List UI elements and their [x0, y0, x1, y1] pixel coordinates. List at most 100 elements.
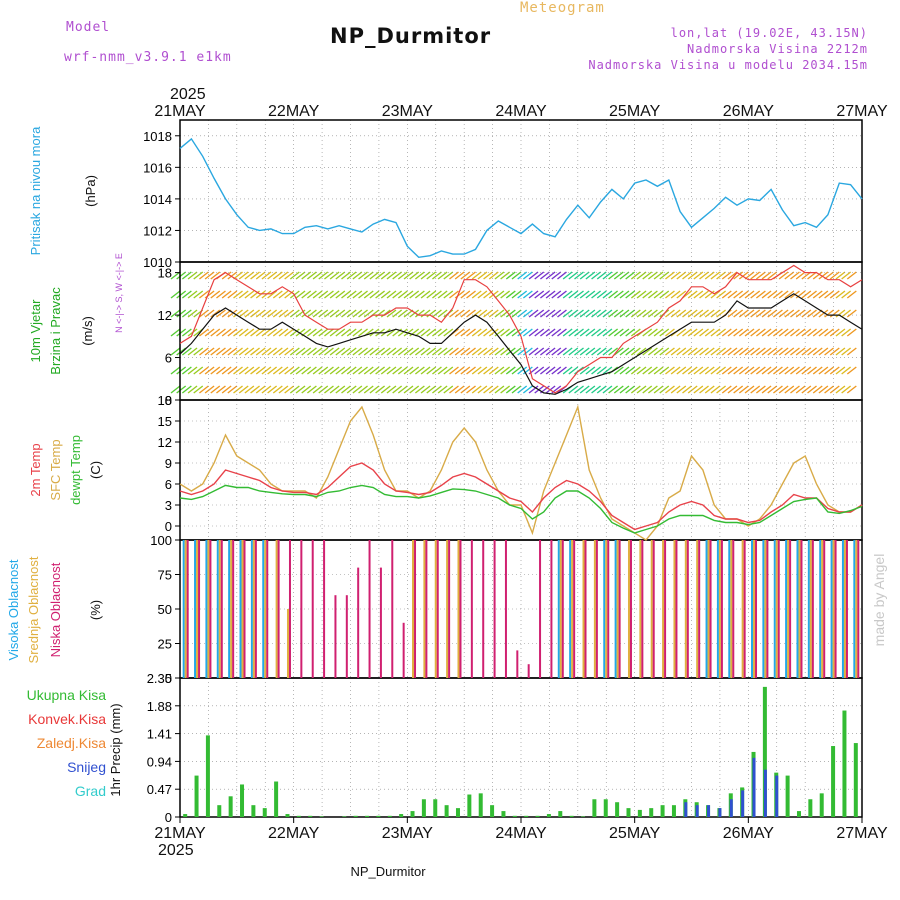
wind-barb	[841, 366, 852, 375]
wind-barb	[375, 309, 386, 318]
precip-legend-item: Snijeg	[67, 759, 106, 775]
cloud-bar	[696, 540, 699, 678]
wind-barb	[670, 385, 681, 394]
wind-barb	[750, 347, 761, 356]
wind-barb	[829, 271, 840, 280]
wind-barb	[755, 309, 766, 318]
wind-barb	[568, 328, 579, 337]
wind-barb	[545, 271, 556, 280]
wind-barb	[500, 290, 511, 299]
wind-barb	[443, 347, 454, 356]
wind-barb	[363, 290, 374, 299]
precip-bar	[762, 686, 767, 817]
station-title: NP_Durmitor	[330, 24, 492, 48]
wind-barb	[687, 271, 698, 280]
lonlat: lon,lat (19.02E, 43.15N)	[670, 26, 868, 40]
wind-barb	[267, 328, 278, 337]
wind-barb	[744, 328, 755, 337]
wind-barb	[539, 366, 550, 375]
wind-barb	[187, 271, 198, 280]
wind-barb	[233, 385, 243, 394]
wind-barb	[784, 290, 795, 299]
wind-barb	[449, 347, 459, 356]
wind-barb	[494, 309, 505, 318]
cloud-bar	[807, 540, 810, 678]
wind-barb	[517, 328, 528, 337]
wind-barb	[198, 385, 209, 394]
wind-barb	[255, 328, 266, 337]
cloud-bar	[539, 540, 542, 678]
wind-barb	[449, 385, 459, 394]
wind-barb	[801, 366, 812, 375]
wind-barb	[449, 290, 459, 299]
y-tick-label: 6	[165, 477, 172, 492]
cloud-bar	[593, 540, 596, 678]
wind-barb	[466, 328, 476, 337]
wind-barb	[267, 366, 278, 375]
cloud-bar	[277, 540, 280, 678]
wind-barb	[221, 366, 232, 375]
cloud-bar	[853, 540, 856, 678]
wind-barb	[403, 271, 414, 280]
wind-barb	[181, 309, 192, 318]
y-tick-label: 12	[158, 308, 172, 323]
wind-barb	[295, 290, 306, 299]
wind-barb	[738, 328, 749, 337]
wind-barb	[403, 347, 414, 356]
top-year: 2025	[170, 86, 206, 103]
wind-barb	[659, 366, 670, 375]
wind-barb	[522, 271, 533, 280]
wind-barb	[471, 385, 482, 394]
y-tick-label: 3	[165, 498, 172, 513]
y-tick-label: 0	[165, 810, 172, 825]
wind-barb	[647, 347, 658, 356]
wind-barb	[460, 385, 471, 394]
wind-barb	[170, 347, 181, 356]
wind-barb	[778, 347, 789, 356]
wind-barb	[528, 385, 539, 394]
wind-barb	[784, 271, 795, 280]
wind-barb	[312, 290, 323, 299]
wind-barb	[511, 366, 522, 375]
wind-barb	[414, 290, 425, 299]
cloud-bar	[777, 540, 780, 678]
cloud-bar	[504, 540, 507, 678]
wind-barb	[352, 309, 363, 318]
cloud-bar	[412, 540, 415, 678]
top-time-label: 22MAY	[268, 103, 320, 120]
precip-bar	[615, 802, 620, 817]
precip-bar	[501, 811, 506, 817]
wind-barb	[181, 328, 192, 337]
y-tick-label: 18	[158, 266, 172, 281]
cloud-bar	[766, 540, 769, 678]
wind-barb	[716, 271, 727, 280]
cloud-bar	[798, 540, 801, 678]
wind-barb	[574, 290, 584, 299]
wind-barb	[682, 271, 692, 280]
wind-barb	[574, 328, 584, 337]
precip-bar	[558, 811, 563, 817]
wind-barb	[397, 290, 408, 299]
wind-barb	[238, 385, 249, 394]
cloud-bar	[629, 540, 632, 678]
wind-barb	[466, 290, 476, 299]
wind-barb	[642, 347, 653, 356]
wind-barb	[807, 290, 817, 299]
wind-barb	[807, 385, 817, 394]
wind-barb	[250, 385, 260, 394]
wind-barb	[187, 290, 198, 299]
wind-barb	[369, 347, 380, 356]
wind-barb	[341, 290, 351, 299]
cloud-bar	[639, 540, 642, 678]
bottom-time-label: 24MAY	[495, 825, 547, 842]
wind-barb	[227, 328, 238, 337]
wind-barb	[250, 347, 260, 356]
wind-barb	[665, 328, 675, 337]
cloud-bar	[834, 540, 837, 678]
wind-barb	[255, 290, 266, 299]
wind-barb	[414, 271, 425, 280]
precip-bar	[433, 799, 438, 817]
precip-bar	[410, 811, 415, 817]
wind-barb	[534, 347, 545, 356]
cloud-bar	[855, 540, 858, 678]
